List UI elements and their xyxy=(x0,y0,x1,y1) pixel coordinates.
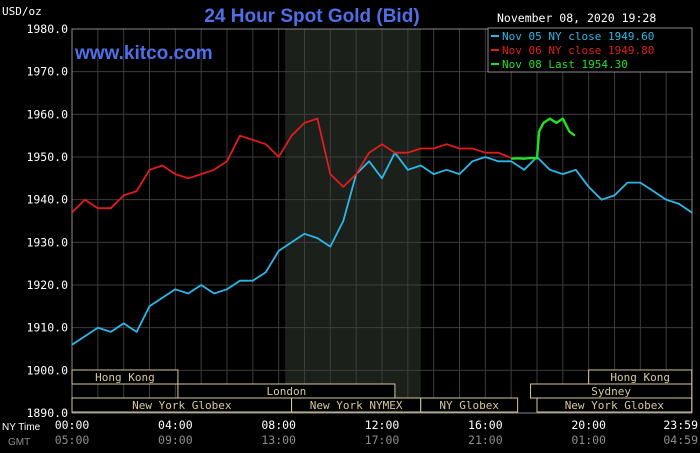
x-tick-label-ny: 12:00 xyxy=(365,418,400,432)
y-tick-label: 1960.0 xyxy=(26,107,68,121)
x-tick-label-ny: 20:00 xyxy=(571,418,606,432)
session-label: Hong Kong xyxy=(610,371,670,384)
chart-title: 24 Hour Spot Gold (Bid) xyxy=(204,6,419,27)
y-tick-label: 1920.0 xyxy=(26,278,68,292)
session-box xyxy=(71,369,179,385)
session-label: New York Globex xyxy=(565,399,665,412)
x-row-label-gmt: GMT xyxy=(8,437,30,448)
y-tick-label: 1930.0 xyxy=(26,235,68,249)
session-box xyxy=(420,397,519,413)
series-line-nov-08 xyxy=(511,117,576,160)
x-tick-label-gmt: 01:00 xyxy=(571,433,606,447)
session-label: New York Globex xyxy=(132,399,232,412)
legend-entry: Nov 05 NY close 1949.60 xyxy=(502,30,654,43)
x-row-label-ny: NY Time xyxy=(2,422,41,433)
session-box xyxy=(536,397,693,413)
x-tick-label-gmt: 04:59 xyxy=(663,433,698,447)
legend-box xyxy=(487,27,693,73)
x-tick-label-ny: 00:00 xyxy=(55,418,90,432)
shaded-session-band xyxy=(285,29,421,413)
x-tick-label-gmt: 17:00 xyxy=(365,433,400,447)
session-label: New York NYMEX xyxy=(310,399,403,412)
x-tick-label-ny: 23:59 xyxy=(663,418,698,432)
x-tick-label-gmt: 09:00 xyxy=(158,433,193,447)
session-label: Sydney xyxy=(591,385,631,398)
y-tick-label: 1950.0 xyxy=(26,150,68,164)
session-label: London xyxy=(267,385,307,398)
legend-entry: Nov 06 NY close 1949.80 xyxy=(502,44,654,57)
plot-border xyxy=(71,28,693,414)
y-tick-label: 1980.0 xyxy=(26,22,68,36)
x-tick-label-gmt: 21:00 xyxy=(468,433,503,447)
y-tick-label: 1910.0 xyxy=(26,321,68,335)
x-tick-label-ny: 04:00 xyxy=(158,418,193,432)
x-tick-label-gmt: 05:00 xyxy=(55,433,90,447)
datetime-label: November 08, 2020 19:28 xyxy=(497,11,656,25)
x-tick-label-gmt: 13:00 xyxy=(261,433,296,447)
series-line-nov-06 xyxy=(71,117,512,214)
y-tick-label: 1970.0 xyxy=(26,65,68,79)
legend-entry: Nov 08 Last 1954.30 xyxy=(502,58,628,71)
session-label: Hong Kong xyxy=(95,371,155,384)
watermark: www.kitco.com xyxy=(74,43,213,64)
series-line-nov-05 xyxy=(71,151,693,346)
y-tick-label: 1890.0 xyxy=(26,406,68,420)
session-label: NY Globex xyxy=(439,399,499,412)
x-tick-label-ny: 08:00 xyxy=(261,418,296,432)
y-unit-label: USD/oz xyxy=(2,5,42,18)
x-tick-label-ny: 16:00 xyxy=(468,418,503,432)
y-tick-label: 1900.0 xyxy=(26,363,68,377)
y-tick-label: 1940.0 xyxy=(26,193,68,207)
